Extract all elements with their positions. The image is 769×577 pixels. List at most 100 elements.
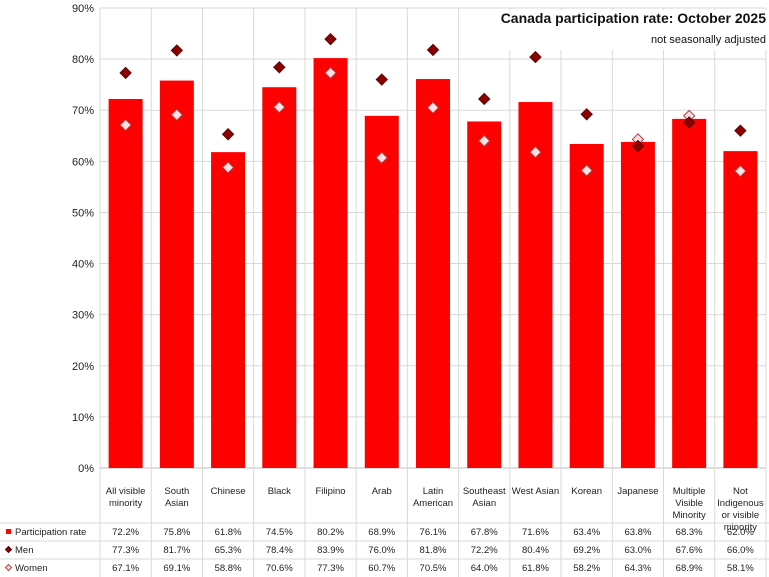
table-cell-value: 61.8% — [215, 527, 242, 538]
table-cell-value: 75.8% — [163, 527, 190, 538]
participation-rate-bar — [313, 58, 348, 468]
table-cell-value: 63.8% — [624, 527, 651, 538]
category-label: Korean — [571, 486, 602, 497]
chart-subtitle: not seasonally adjusted — [651, 34, 766, 46]
women-marker — [529, 145, 542, 159]
participation-rate-bar — [723, 151, 758, 468]
women-marker — [734, 164, 747, 178]
participation-rate-bar — [262, 87, 297, 468]
category-label: Latin American — [413, 486, 453, 509]
category-label-line: Visible — [675, 498, 703, 509]
legend-key-participation — [6, 529, 11, 534]
men-marker — [170, 44, 184, 57]
table-cell-value: 72.2% — [471, 545, 498, 556]
category-label-line: Multiple — [673, 486, 706, 497]
table-cell-value: 70.5% — [420, 563, 447, 574]
y-tick-label: 50% — [72, 207, 94, 219]
y-tick-label: 90% — [72, 3, 94, 15]
table-cell-value: 77.3% — [112, 545, 139, 556]
legend-key-men — [4, 545, 13, 554]
table-cell-value: 76.1% — [420, 527, 447, 538]
category-label-line: South — [164, 486, 189, 497]
women-marker — [580, 164, 593, 177]
table-cell-value: 67.1% — [112, 563, 139, 574]
table-cell-value: 62.0% — [727, 527, 754, 538]
category-label: Black — [268, 486, 291, 497]
category-label-line: All visible — [106, 486, 146, 497]
table-cell-value: 80.4% — [522, 545, 549, 556]
table-cell-value: 60.7% — [368, 563, 395, 574]
women-marker — [478, 134, 491, 148]
table-cell-value: 69.1% — [163, 563, 190, 574]
women-marker — [324, 66, 337, 80]
table-cell-value: 58.2% — [573, 563, 600, 574]
y-tick-label: 20% — [72, 361, 94, 373]
men-marker — [631, 139, 645, 153]
category-label: Japanese — [617, 486, 658, 497]
category-label-line: Japanese — [617, 486, 658, 497]
title-background — [496, 10, 768, 50]
legend-label: Men — [15, 545, 33, 556]
category-label: Filipino — [315, 486, 345, 497]
participation-rate-bar — [364, 115, 399, 468]
category-label: Southeast Asian — [463, 486, 506, 509]
table-cell-value: 83.9% — [317, 545, 344, 556]
category-label: Multiple Visible Minority — [673, 486, 707, 521]
men-marker — [375, 73, 388, 86]
category-label-line: Latin — [423, 486, 444, 497]
category-label-line: Arab — [372, 486, 392, 497]
category-label-line: Korean — [571, 486, 602, 497]
chart-title: Canada participation rate: October 2025 — [501, 10, 767, 26]
women-marker — [426, 101, 440, 114]
y-tick-label: 60% — [72, 156, 94, 168]
table-cell-value: 69.2% — [573, 545, 600, 556]
y-tick-label: 10% — [72, 412, 94, 424]
legend-key-women — [4, 563, 13, 572]
participation-rate-bar — [416, 79, 450, 469]
table-cell-value: 61.8% — [522, 563, 549, 574]
men-marker — [580, 108, 593, 121]
category-label-line: Asian — [165, 498, 189, 509]
category-label-line: Indigenous — [717, 498, 764, 509]
men-marker — [273, 61, 286, 74]
data-table: Participation rate 72.2% 75.8% 61.8% 74.5% 80… — [4, 527, 754, 574]
participation-rate-bar — [569, 143, 604, 468]
table-cell-value: 58.1% — [727, 563, 754, 574]
category-label-line: American — [413, 498, 453, 509]
participation-rate-bar — [467, 121, 502, 468]
table-cell-value: 65.3% — [215, 545, 242, 556]
men-marker — [734, 124, 747, 137]
table-cell-value: 67.6% — [676, 545, 703, 556]
table-cell-value: 64.3% — [624, 563, 651, 574]
category-label-line: Filipino — [315, 486, 345, 497]
men-marker — [221, 128, 235, 141]
y-tick-label: 80% — [72, 54, 94, 66]
y-tick-label: 40% — [72, 259, 94, 271]
category-label: All visible minority — [106, 486, 146, 509]
category-label-line: minority — [109, 498, 143, 509]
gridlines — [0, 7, 769, 577]
table-cell-value: 72.2% — [112, 527, 139, 538]
women-marker — [170, 108, 184, 122]
participation-rate-bar — [518, 102, 553, 469]
men-marker — [529, 50, 542, 64]
table-cell-value: 64.0% — [471, 563, 498, 574]
table-cell-value: 74.5% — [266, 527, 293, 538]
y-tick-label: 70% — [72, 105, 94, 117]
table-cell-value: 63.4% — [573, 527, 600, 538]
table-cell-value: 78.4% — [266, 545, 293, 556]
y-tick-label: 0% — [78, 463, 94, 475]
women-marker — [273, 100, 286, 114]
table-cell-value: 68.9% — [676, 563, 703, 574]
table-cell-value: 77.3% — [317, 563, 344, 574]
table-cell-value: 66.0% — [727, 545, 754, 556]
men-marker — [478, 92, 491, 106]
y-axis-tick-labels: 0% 10% 20% 30% 40% 50% 60% 70% 80% 90% — [72, 3, 94, 475]
category-label-line: Black — [268, 486, 291, 497]
women-marker — [375, 151, 388, 164]
table-cell-value: 81.8% — [420, 545, 447, 556]
participation-rate-bar — [672, 118, 707, 469]
table-cell-value: 67.8% — [471, 527, 498, 538]
